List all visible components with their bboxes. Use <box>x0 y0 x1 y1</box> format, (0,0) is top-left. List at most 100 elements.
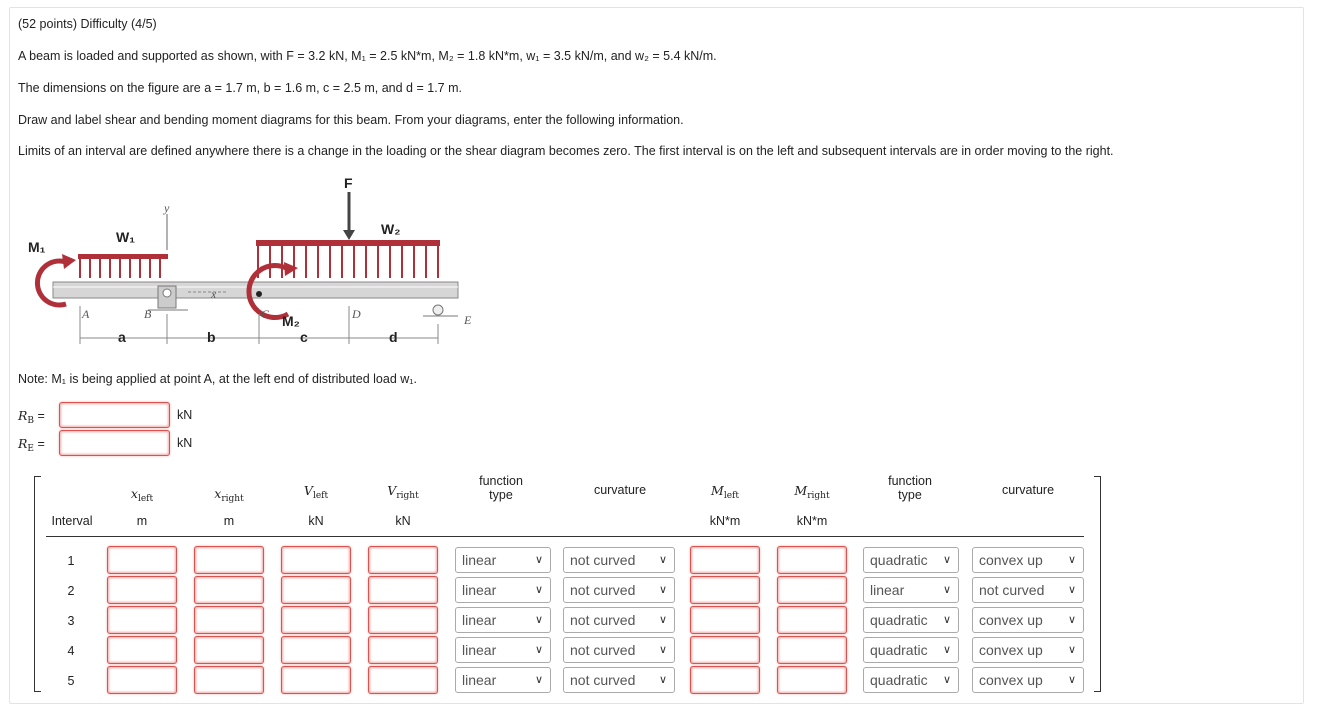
m2-moment-arc <box>246 263 290 320</box>
dimension-lines <box>79 306 439 344</box>
x-right-input[interactable] <box>194 606 264 634</box>
shear-function-type-select[interactable]: linear ∨ <box>455 577 551 603</box>
header-divider <box>46 536 1084 537</box>
note-text: Note: M₁ is being applied at point A, at… <box>18 372 417 386</box>
point-d-label: D <box>351 307 361 321</box>
chevron-down-icon: ∨ <box>1067 644 1076 656</box>
v-right-input[interactable] <box>368 636 438 664</box>
header-v-right: Vright <box>387 483 419 501</box>
re-input[interactable] <box>59 430 170 456</box>
shear-curvature-select[interactable]: not curved ∨ <box>563 637 675 663</box>
m-right-input[interactable] <box>777 666 847 694</box>
shear-curvature-select-value: not curved <box>570 582 636 598</box>
shear-curvature-select[interactable]: not curved ∨ <box>563 607 675 633</box>
chevron-down-icon: ∨ <box>658 644 667 656</box>
beam <box>52 281 459 299</box>
header-x-right: xright <box>214 486 244 504</box>
moment-curvature-select[interactable]: convex up ∨ <box>972 667 1084 693</box>
re-unit: kN <box>177 436 193 450</box>
re-label: RE = <box>18 436 45 454</box>
m-right-input[interactable] <box>777 606 847 634</box>
header-m-function-type: function type <box>888 474 932 502</box>
x-left-input[interactable] <box>107 576 177 604</box>
v-left-input[interactable] <box>281 576 351 604</box>
chevron-down-icon: ∨ <box>942 584 951 596</box>
moment-function-type-select[interactable]: quadratic ∨ <box>863 637 959 663</box>
x-right-input[interactable] <box>194 666 264 694</box>
chevron-down-icon: ∨ <box>658 674 667 686</box>
header-m-curvature: curvature <box>1001 483 1055 497</box>
w2-load-arrows <box>257 246 439 278</box>
x-left-input[interactable] <box>107 546 177 574</box>
moment-function-type-select-value: quadratic <box>870 672 928 688</box>
shear-curvature-select-value: not curved <box>570 612 636 628</box>
moment-curvature-select-value: convex up <box>979 642 1043 658</box>
x-left-input[interactable] <box>107 636 177 664</box>
interval-definition-text: Limits of an interval are defined anywhe… <box>18 144 1114 158</box>
unit-x-right: m <box>223 514 235 528</box>
v-right-input[interactable] <box>368 546 438 574</box>
header-v-function-type: function type <box>479 474 523 502</box>
v-right-input[interactable] <box>368 606 438 634</box>
unit-v-left: kN <box>308 514 324 528</box>
shear-curvature-select[interactable]: not curved ∨ <box>563 667 675 693</box>
v-right-input[interactable] <box>368 576 438 604</box>
m-right-input[interactable] <box>777 546 847 574</box>
moment-function-type-select[interactable]: quadratic ∨ <box>863 607 959 633</box>
x-left-input[interactable] <box>107 606 177 634</box>
dimensions-text: The dimensions on the figure are a = 1.7… <box>18 81 462 95</box>
m-left-input[interactable] <box>690 636 760 664</box>
x-right-input[interactable] <box>194 636 264 664</box>
shear-curvature-select-value: not curved <box>570 642 636 658</box>
shear-function-type-select-value: linear <box>462 552 497 568</box>
moment-function-type-select[interactable]: quadratic ∨ <box>863 547 959 573</box>
moment-curvature-select[interactable]: convex up ∨ <box>972 607 1084 633</box>
unit-x-left: m <box>136 514 148 528</box>
w1-load-arrows <box>79 258 161 278</box>
header-interval: Interval <box>51 514 93 528</box>
m-left-input[interactable] <box>690 606 760 634</box>
v-right-input[interactable] <box>368 666 438 694</box>
m-right-input[interactable] <box>777 636 847 664</box>
v-left-input[interactable] <box>281 666 351 694</box>
question-title: (52 points) Difficulty (4/5) <box>18 17 157 31</box>
f-label: F <box>344 175 353 191</box>
point-b-label: B <box>144 307 152 321</box>
shear-function-type-select-value: linear <box>462 582 497 598</box>
moment-function-type-select[interactable]: quadratic ∨ <box>863 667 959 693</box>
chevron-down-icon: ∨ <box>658 554 667 566</box>
point-a-label: A <box>81 307 90 321</box>
m-right-input[interactable] <box>777 576 847 604</box>
v-left-input[interactable] <box>281 636 351 664</box>
v-left-input[interactable] <box>281 546 351 574</box>
moment-curvature-select-value: convex up <box>979 612 1043 628</box>
moment-function-type-select-value: quadratic <box>870 552 928 568</box>
chevron-down-icon: ∨ <box>1067 614 1076 626</box>
m-left-input[interactable] <box>690 666 760 694</box>
interval-number: 5 <box>67 674 75 688</box>
shear-function-type-select[interactable]: linear ∨ <box>455 547 551 573</box>
shear-function-type-select[interactable]: linear ∨ <box>455 667 551 693</box>
m-left-input[interactable] <box>690 576 760 604</box>
moment-curvature-select[interactable]: convex up ∨ <box>972 547 1084 573</box>
x-right-input[interactable] <box>194 576 264 604</box>
beam-figure: F W₁ W₂ M₁ M₂ a b c d y x A B C D E <box>18 174 485 357</box>
moment-function-type-select[interactable]: linear ∨ <box>863 577 959 603</box>
x-left-input[interactable] <box>107 666 177 694</box>
v-left-input[interactable] <box>281 606 351 634</box>
w2-load-bar <box>256 240 440 246</box>
shear-curvature-select[interactable]: not curved ∨ <box>563 577 675 603</box>
shear-function-type-select[interactable]: linear ∨ <box>455 637 551 663</box>
moment-curvature-select[interactable]: convex up ∨ <box>972 637 1084 663</box>
w1-load-bar <box>78 254 168 259</box>
rb-input[interactable] <box>59 402 170 428</box>
x-right-input[interactable] <box>194 546 264 574</box>
x-axis-label: x <box>210 287 217 301</box>
shear-function-type-select[interactable]: linear ∨ <box>455 607 551 633</box>
matrix-left-bracket <box>34 476 41 692</box>
m-left-input[interactable] <box>690 546 760 574</box>
chevron-down-icon: ∨ <box>942 674 951 686</box>
shear-curvature-select[interactable]: not curved ∨ <box>563 547 675 573</box>
support-e <box>432 304 444 316</box>
moment-curvature-select[interactable]: not curved ∨ <box>972 577 1084 603</box>
